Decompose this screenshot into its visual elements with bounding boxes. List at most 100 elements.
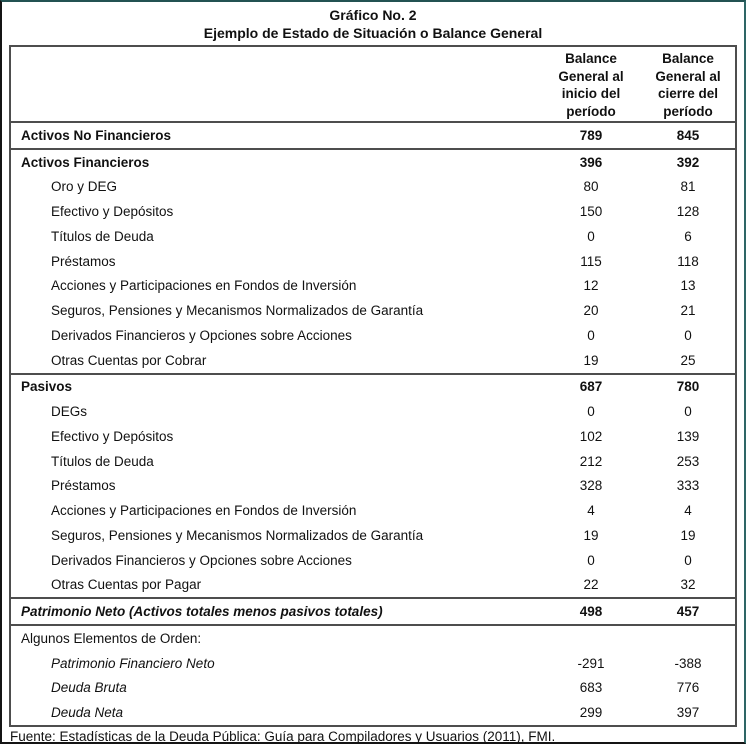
value-cierre-periodo: 0: [684, 327, 692, 343]
value-cierre-periodo: 457: [676, 604, 700, 620]
table-row: Otras Cuentas por Cobrar 19 25: [11, 348, 735, 373]
table-section-activos-financieros: Activos Financieros 396 392 Oro y DEG 80 81 Ef…: [11, 147, 735, 373]
row-label: Deuda Neta: [51, 705, 124, 721]
value-inicio-periodo: 12: [583, 278, 599, 294]
value-inicio-periodo: 0: [587, 327, 595, 343]
table-row: Pasivos 687 780: [11, 375, 735, 400]
value-inicio-periodo: 19: [583, 352, 599, 368]
table-row: Deuda Bruta 683 776: [11, 676, 735, 701]
table-section-pasivos: Pasivos 687 780 DEGs 0 0 Efectivo y Depósitos 1…: [11, 372, 735, 598]
table-header-row: Balance General al inicio del período Ba…: [11, 47, 735, 123]
table-row: Seguros, Pensiones y Mecanismos Normaliz…: [11, 523, 735, 548]
table-row: Algunos Elementos de Orden:: [11, 626, 735, 651]
row-label: Activos Financieros: [21, 154, 150, 170]
row-label: Efectivo y Depósitos: [51, 428, 174, 444]
value-inicio-periodo: 498: [579, 604, 603, 620]
value-inicio-periodo: 299: [579, 705, 603, 721]
row-label: Títulos de Deuda: [51, 228, 154, 244]
value-cierre-periodo: 397: [676, 705, 700, 721]
row-label: Algunos Elementos de Orden:: [21, 630, 202, 646]
value-inicio-periodo: 20: [583, 303, 599, 319]
row-label: Otras Cuentas por Pagar: [51, 577, 202, 593]
row-label: Efectivo y Depósitos: [51, 204, 174, 220]
row-label: Préstamos: [51, 253, 116, 269]
row-label: Derivados Financieros y Opciones sobre A…: [51, 327, 352, 343]
table-row: Oro y DEG 80 81: [11, 175, 735, 200]
table-section-activos-no-financieros: Activos No Financieros 789 845: [11, 123, 735, 148]
figure-number: Gráfico No. 2: [329, 7, 417, 23]
value-cierre-periodo: 333: [676, 478, 700, 494]
table-row: Préstamos 328 333: [11, 474, 735, 499]
table-row: Seguros, Pensiones y Mecanismos Normaliz…: [11, 298, 735, 323]
value-inicio-periodo: 789: [579, 127, 603, 143]
value-cierre-periodo: 845: [676, 127, 700, 143]
value-inicio-periodo: -291: [577, 655, 605, 671]
table-row: Acciones y Participaciones en Fondos de …: [11, 274, 735, 299]
value-cierre-periodo: 25: [680, 352, 696, 368]
value-inicio-periodo: 115: [580, 253, 602, 269]
value-inicio-periodo: 22: [583, 577, 599, 593]
value-cierre-periodo: 392: [676, 154, 700, 170]
value-inicio-periodo: 0: [587, 552, 595, 568]
value-inicio-periodo: 683: [579, 680, 603, 696]
value-inicio-periodo: 687: [579, 379, 603, 395]
table-row: DEGs 0 0: [11, 399, 735, 424]
figure-title: Ejemplo de Estado de Situación o Balance…: [203, 25, 543, 41]
table-row: Préstamos 115 118: [11, 249, 735, 274]
value-cierre-periodo: 0: [684, 404, 692, 420]
table-row: Derivados Financieros y Opciones sobre A…: [11, 323, 735, 348]
table-body: Activos No Financieros 789 845 Activos Fina…: [11, 123, 735, 725]
value-inicio-periodo: 212: [579, 453, 603, 469]
column-header-inicio-periodo: Balance General al inicio del período: [558, 51, 624, 119]
table-row: Patrimonio Neto (Activos totales menos p…: [11, 599, 735, 624]
table-row: Acciones y Participaciones en Fondos de …: [11, 498, 735, 523]
row-label: Seguros, Pensiones y Mecanismos Normaliz…: [51, 303, 424, 319]
value-cierre-periodo: 776: [676, 680, 700, 696]
row-label: Acciones y Participaciones en Fondos de …: [51, 503, 357, 519]
row-label: Activos No Financieros: [21, 127, 172, 143]
figure-titles: Gráfico No. 2 Ejemplo de Estado de Situa…: [2, 6, 744, 42]
table-row: Títulos de Deuda 0 6: [11, 224, 735, 249]
value-cierre-periodo: 139: [676, 428, 700, 444]
value-cierre-periodo: 0: [684, 552, 692, 568]
source-note: Fuente: Estadísticas de la Deuda Pública…: [10, 729, 556, 744]
header-empty-cell: [11, 47, 541, 121]
value-cierre-periodo: 128: [676, 204, 700, 220]
value-inicio-periodo: 4: [587, 503, 595, 519]
value-inicio-periodo: 102: [579, 428, 603, 444]
table-row: Otras Cuentas por Pagar 22 32: [11, 573, 735, 598]
value-inicio-periodo: 19: [583, 527, 599, 543]
value-inicio-periodo: 80: [583, 179, 599, 195]
row-label: Deuda Bruta: [51, 680, 127, 696]
value-cierre-periodo: 32: [680, 577, 696, 593]
table-section-patrimonio-neto: Patrimonio Neto (Activos totales menos p…: [11, 597, 735, 624]
row-label: Seguros, Pensiones y Mecanismos Normaliz…: [51, 527, 424, 543]
value-inicio-periodo: 396: [579, 154, 603, 170]
value-inicio-periodo: 0: [587, 404, 595, 420]
value-cierre-periodo: -388: [674, 655, 702, 671]
column-header-cierre-periodo: Balance General al cierre del período: [655, 51, 721, 119]
row-label: Patrimonio Neto (Activos totales menos p…: [21, 604, 383, 620]
row-label: Acciones y Participaciones en Fondos de …: [51, 278, 357, 294]
value-cierre-periodo: 81: [680, 179, 696, 195]
value-cierre-periodo: 118: [677, 253, 699, 269]
table-row: Efectivo y Depósitos 150 128: [11, 199, 735, 224]
table-row: Activos No Financieros 789 845: [11, 123, 735, 148]
value-cierre-periodo: 4: [684, 503, 692, 519]
value-inicio-periodo: 150: [579, 204, 603, 220]
table-row: Derivados Financieros y Opciones sobre A…: [11, 548, 735, 573]
value-cierre-periodo: 19: [680, 527, 696, 543]
row-label: Pasivos: [21, 379, 73, 395]
table-row: Deuda Neta 299 397: [11, 700, 735, 725]
value-inicio-periodo: 328: [579, 478, 603, 494]
table-row: Efectivo y Depósitos 102 139: [11, 424, 735, 449]
value-cierre-periodo: 13: [680, 278, 696, 294]
row-label: Patrimonio Financiero Neto: [51, 655, 215, 671]
value-cierre-periodo: 6: [684, 228, 692, 244]
row-label: Derivados Financieros y Opciones sobre A…: [51, 552, 352, 568]
table-row: Patrimonio Financiero Neto -291 -388: [11, 651, 735, 676]
row-label: DEGs: [51, 404, 88, 420]
value-inicio-periodo: 0: [587, 228, 595, 244]
balance-sheet-table: Balance General al inicio del período Ba…: [9, 45, 737, 727]
